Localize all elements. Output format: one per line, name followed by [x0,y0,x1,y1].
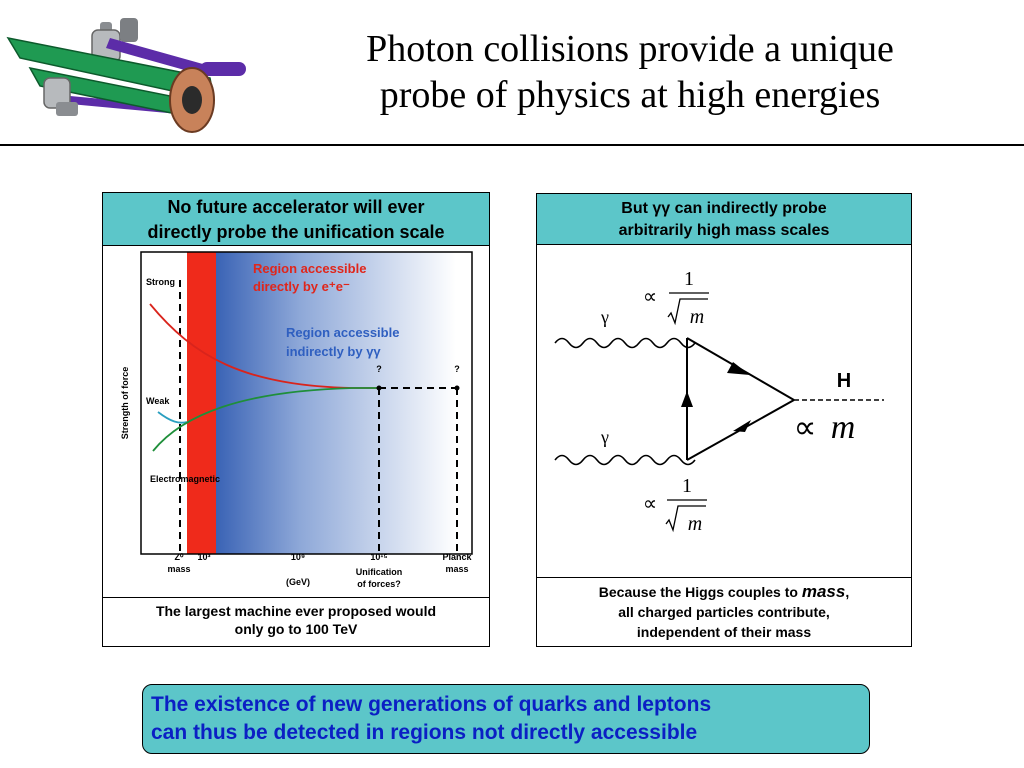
region-indirect-label-2: indirectly by γγ [286,344,381,359]
right-panel-caption: Because the Higgs couples to mass, all c… [536,577,912,647]
weak-force-curve [157,411,188,424]
gamma-bottom-label: γ [600,427,609,447]
tick-planck: Planck [442,552,472,562]
beam-pipe-icon [106,38,210,76]
region-indirect-label-1: Region accessible [286,325,399,340]
direct-region-band [187,252,216,554]
higgs-label: H [837,370,851,392]
higgs-coupling-m: m [831,409,856,446]
left-caption-line-2: only go to 100 TeV [234,621,358,637]
sqrt-sign-bottom-icon [665,505,706,533]
collider-logo [6,18,246,133]
left-header-line-2: directly probe the unification scale [147,222,445,242]
plot-frame [140,251,473,555]
numerator-top: 1 [684,268,694,290]
unification-label-2: of forces? [357,579,401,589]
unification-label-1: Unification [356,567,403,577]
title-divider [0,144,1024,146]
tick-z0-sub: mass [167,564,190,574]
force-unification-plot: Region accessible directly by e⁺e⁻ Regio… [120,251,473,589]
numerator-bottom: 1 [682,475,692,497]
right-caption-line-2: all charged particles contribute, [618,604,830,620]
weak-label: Weak [146,396,170,406]
right-panel-header: But γγ can indirectly probe arbitrarily … [536,193,912,245]
strong-label: Strong [146,277,175,287]
sqrt-sign-top-icon [667,298,708,326]
right-caption-line-1: Because the Higgs couples to mass, [537,582,911,602]
prop-symbol-top: ∝ [643,286,657,308]
gamma-top-label: γ [600,307,609,327]
mass-emphasis: mass [801,582,846,601]
region-direct-label-1: Region accessible [253,261,366,276]
right-caption-line-1b: , [845,584,850,600]
planck-point [454,385,460,391]
left-caption-line-1: The largest machine ever proposed would [155,603,437,619]
question-mark-1: ? [376,364,382,374]
right-caption-line-3: independent of their mass [636,624,812,640]
left-panel-header: No future accelerator will ever directly… [102,192,490,246]
denominator-m-bottom: m [688,513,702,535]
tick-1e9: 10⁹ [291,552,305,562]
photon-line-top [554,337,696,349]
region-direct-label-2: directly by e⁺e⁻ [253,279,350,294]
tick-z0: Z⁰ [174,552,183,562]
arrow-left-icon [733,420,751,432]
tick-1e3: 10³ [197,552,210,562]
right-panel [536,193,912,647]
y-axis-label: Strength of force [120,367,130,440]
right-caption-line-1a: Because the Higgs couples to [598,584,802,600]
right-header-line-2: arbitrarily high mass scales [618,222,830,239]
conclusion-box: The existence of new generations of quar… [142,684,870,754]
conclusion-line-1: The existence of new generations of quar… [151,693,712,716]
photon-line-bottom [554,454,696,466]
left-panel-caption: The largest machine ever proposed would … [102,597,490,647]
title-line-1: Photon collisions provide a unique [366,28,894,70]
tick-planck-sub: mass [445,564,468,574]
indirect-region-shade [216,252,456,554]
denominator-m-top: m [690,306,704,328]
left-header-line-1: No future accelerator will ever [167,197,425,217]
tick-1e15: 10¹⁵ [370,552,387,562]
question-mark-2: ? [454,364,460,374]
prop-symbol-bottom: ∝ [643,493,657,515]
arrow-up-icon [681,391,693,407]
arrow-right-icon [727,362,750,375]
em-label: Electromagnetic [150,474,220,484]
higgs-triangle-diagram: H γ γ ∝ 1 m ∝ 1 m ∝ m [554,268,884,535]
unification-point [376,385,382,391]
strong-force-curve [149,303,379,389]
x-axis-unit: (GeV) [286,577,310,587]
conclusion-line-2: can thus be detected in regions not dire… [151,721,698,744]
page-title: Photon collisions provide a unique probe… [270,26,990,118]
title-line-2: probe of physics at high energies [379,74,881,116]
em-force-curve [152,387,379,452]
prop-symbol-higgs: ∝ [794,409,817,445]
right-header-line-1: But γγ can indirectly probe [621,200,827,217]
